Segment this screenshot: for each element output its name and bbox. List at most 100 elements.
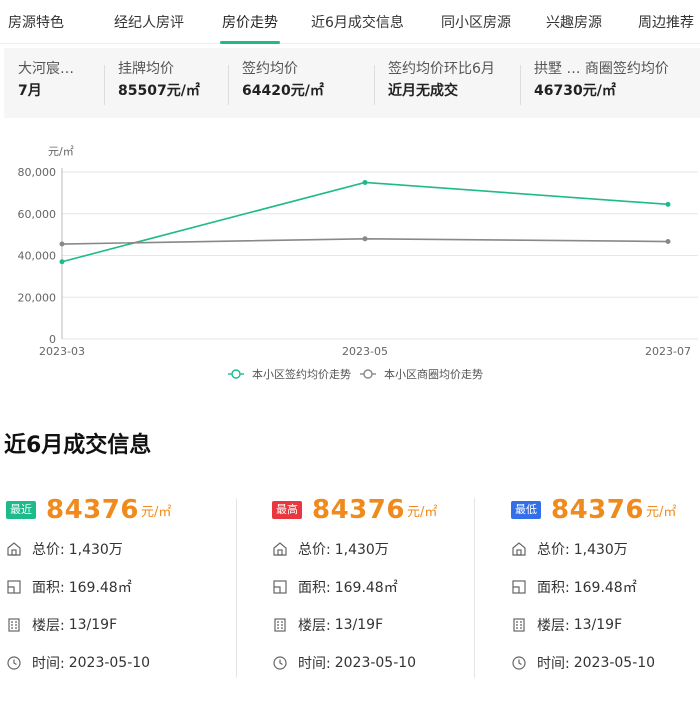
tab-label: 兴趣房源 [546,14,602,31]
divider [474,498,475,678]
deal-area-row: 面积: 169.48㎡ [272,568,492,606]
deal-head: 最高 84376 元/㎡ [272,490,492,530]
stat-district-avg: 拱墅 … 商圈签约均价 46730元/㎡ [520,59,696,107]
floorplan-icon [272,579,288,595]
active-tab-indicator [220,40,280,44]
deal-floor-value: 13/19F [573,617,623,633]
data-point [362,236,368,242]
price-trend-chart: 元/㎡ 0 20,000 40,000 60,000 80,000 2023-03 2023-… [0,125,700,390]
y-tick-label: 40,000 [18,250,57,263]
deal-deal-time-value: 2023-05-10 [68,655,151,671]
data-point [59,241,65,247]
deal-badge: 最低 [511,501,541,519]
y-tick-label: 0 [49,333,56,346]
deal-badge: 最高 [272,501,302,519]
deal-area-row: 面积: 169.48㎡ [511,568,700,606]
deal-deal-time-row: 时间: 2023-05-10 [272,644,492,682]
legend-swatch-marker [231,369,241,379]
stat-value: 近月无成交 [388,83,458,99]
y-tick-label: 80,000 [18,166,57,179]
deal-floor-row: 楼层: 13/19F [511,606,700,644]
deal-deal-time-row: 时间: 2023-05-10 [6,644,226,682]
tab-label: 房源特色 [8,14,64,31]
y-tick-label: 20,000 [18,291,57,304]
house-icon [511,541,527,557]
house-icon [272,541,288,557]
x-tick-label: 2023-05 [342,345,388,358]
building-icon [272,617,288,633]
deal-floor-value: 13/19F [334,617,384,633]
deal-card-recent: 最近 84376 元/㎡ 总价: 1,430万 面积: 169.48㎡ 楼层: 13/19F 时间… [6,490,226,690]
tab-same-community[interactable]: 同小区房源 [441,12,511,32]
deal-floor-row: 楼层: 13/19F [272,606,492,644]
deal-total-price-row: 总价: 1,430万 [6,530,226,568]
stat-label: 签约均价环比6月 [388,61,495,77]
deal-deal-time-label: 时间: [298,656,331,672]
stat-value: 46730元/㎡ [534,83,616,99]
deal-deal-time-value: 2023-05-10 [573,655,656,671]
x-tick-label: 2023-03 [39,345,85,358]
data-point [362,179,368,185]
deal-area-value: 169.48㎡ [68,580,132,596]
price-stats-bar: 大河宸… 7月 挂牌均价 85507元/㎡ 签约均价 64420元/㎡ 签约均价… [4,48,700,118]
deal-cards: 最近 84376 元/㎡ 总价: 1,430万 面积: 169.48㎡ 楼层: 13/19F 时间… [0,490,700,704]
legend-label: 本小区签约均价走势 [252,367,351,381]
deal-total-price-label: 总价: [32,542,65,558]
deal-price: 84376 [312,495,405,525]
deal-deal-time-value: 2023-05-10 [334,655,417,671]
deal-total-price-value: 1,430万 [573,542,628,558]
stat-value: 64420元/㎡ [242,83,324,99]
tab-label: 近6月成交信息 [311,14,404,31]
tab-listing-features[interactable]: 房源特色 [8,12,64,32]
section-title: 近6月成交信息 [4,433,152,458]
deal-deal-time-label: 时间: [32,656,65,672]
legend-label: 本小区商圈均价走势 [384,367,483,381]
house-icon [6,541,22,557]
deal-total-price-value: 1,430万 [334,542,389,558]
building-icon [6,617,22,633]
y-axis-unit-label: 元/㎡ [48,145,74,158]
legend-swatch-marker [363,369,373,379]
tab-label: 经纪人房评 [114,14,184,31]
x-tick-label: 2023-07 [645,345,691,358]
tab-agent-review[interactable]: 经纪人房评 [114,12,184,32]
deal-floor-label: 楼层: [298,618,331,634]
tab-label: 房价走势 [222,14,278,31]
deal-total-price-label: 总价: [298,542,331,558]
tab-nearby-recommend[interactable]: 周边推荐 [638,12,694,32]
deal-price-unit: 元/㎡ [645,504,677,520]
y-tick-label: 60,000 [18,208,57,221]
tab-bar: 房源特色 经纪人房评 房价走势 近6月成交信息 同小区房源 兴趣房源 周边推荐 [0,0,700,44]
stat-mom-change: 签约均价环比6月 近月无成交 [374,59,520,107]
deal-badge: 最近 [6,501,36,519]
deal-price-unit: 元/㎡ [406,504,438,520]
floorplan-icon [511,579,527,595]
deal-area-label: 面积: [32,580,65,596]
clock-icon [6,655,22,671]
stat-community: 大河宸… 7月 [4,59,104,107]
deal-floor-value: 13/19F [68,617,118,633]
deal-area-value: 169.48㎡ [334,580,398,596]
stat-signed-avg: 签约均价 64420元/㎡ [228,59,374,107]
tab-label: 同小区房源 [441,14,511,31]
deal-deal-time-label: 时间: [537,656,570,672]
deal-card-lowest: 最低 84376 元/㎡ 总价: 1,430万 面积: 169.48㎡ 楼层: 13/19F 时间… [511,490,700,690]
tab-price-trend[interactable]: 房价走势 [220,12,280,44]
data-point [665,201,671,207]
deal-deal-time-row: 时间: 2023-05-10 [511,644,700,682]
clock-icon [272,655,288,671]
tab-interest-listings[interactable]: 兴趣房源 [546,12,602,32]
deal-price-unit: 元/㎡ [140,504,172,520]
divider [236,498,237,678]
stat-label: 挂牌均价 [118,61,174,77]
floorplan-icon [6,579,22,595]
deal-area-label: 面积: [537,580,570,596]
stat-listing-avg: 挂牌均价 85507元/㎡ [104,59,228,107]
stat-label: 大河宸… [18,61,74,77]
deal-head: 最低 84376 元/㎡ [511,490,700,530]
stat-value: 85507元/㎡ [118,83,200,99]
stat-value: 7月 [18,83,42,99]
clock-icon [511,655,527,671]
deal-area-value: 169.48㎡ [573,580,637,596]
tab-recent-deals[interactable]: 近6月成交信息 [311,12,404,32]
